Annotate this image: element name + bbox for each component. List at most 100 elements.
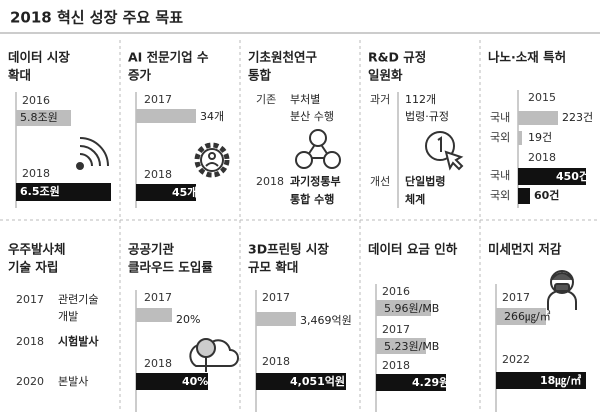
panel-title: 기초원천연구	[248, 50, 318, 65]
network-icon	[295, 129, 341, 169]
panel: 데이터 요금 인하 2016 5.96원/MB 2017 5.23원/MB 20…	[368, 242, 473, 412]
bar	[518, 168, 586, 185]
text: 법령·규정	[405, 110, 449, 123]
year: 2017	[144, 93, 172, 106]
bar	[136, 308, 172, 322]
bar	[136, 373, 208, 390]
year: 2018	[382, 359, 410, 372]
panel-title: 나노·소재 특허	[488, 50, 566, 65]
bar	[376, 338, 426, 354]
year: 2017	[382, 323, 410, 336]
text: 단일법령	[405, 174, 445, 188]
year: 2017	[144, 291, 172, 304]
bar	[16, 110, 71, 126]
panel-title: 클라우드 도입률	[128, 260, 213, 275]
bar	[376, 374, 446, 391]
label: 국외	[490, 189, 510, 202]
label: 개선	[370, 175, 390, 188]
panel-title: 일원화	[368, 68, 403, 83]
year: 2018	[22, 167, 50, 180]
bar	[518, 111, 558, 125]
panel: 나노·소재 특허 2015 국내 223건 국외 19건 2018 국내 450…	[488, 50, 593, 208]
panel-title: 기술 자립	[8, 260, 58, 275]
value: 34개	[200, 110, 224, 123]
text: 개발	[58, 310, 78, 323]
person-icon	[547, 270, 577, 310]
gear-icon	[194, 142, 230, 178]
panel-title: 공공기관	[128, 242, 175, 257]
bar	[376, 300, 431, 316]
label: 국내	[490, 169, 510, 182]
label: 국내	[490, 111, 510, 124]
value: 4,051억원	[290, 374, 345, 388]
value: 45개	[172, 185, 197, 199]
panel: R&D 규정 일원화 과거 112개 법령·규정 개선 단일법령 체계	[368, 50, 464, 208]
bar	[496, 372, 586, 389]
panel-title: R&D 규정	[368, 50, 426, 65]
value: 3,469억원	[300, 314, 352, 327]
text: 시험발사	[58, 334, 99, 348]
panel-title: 확대	[8, 68, 31, 83]
year: 2018	[256, 175, 284, 188]
text: 부처별	[290, 93, 320, 106]
panel-title: 3D프린팅 시장	[248, 242, 329, 257]
value: 40%	[182, 375, 208, 388]
value: 5.8조원	[20, 111, 58, 124]
year: 2017	[16, 293, 44, 306]
value: 5.96원/MB	[384, 302, 439, 315]
panel: 데이터 시장 확대 2016 5.8조원 2018 6.5조원	[8, 50, 111, 208]
year: 2016	[22, 94, 50, 107]
year: 2017	[502, 291, 530, 304]
text: 분산 수행	[290, 110, 334, 123]
year: 2018	[262, 355, 290, 368]
cloud-icon	[189, 338, 239, 372]
value: 20%	[176, 313, 200, 326]
panel: AI 전문기업 수 증가 2017 34개 2018 45개	[128, 50, 230, 208]
text: 체계	[405, 192, 425, 206]
value: 6.5조원	[20, 184, 60, 198]
panel: 공공기관 클라우드 도입률 2017 20% 2018 40%	[128, 242, 239, 412]
year: 2020	[16, 375, 44, 388]
bar	[256, 312, 296, 326]
panel: 미세먼지 저감 2017 266㎍/㎥ 2022 18㎍/㎥	[488, 242, 586, 412]
panel-title: 우주발사체	[8, 242, 66, 257]
year: 2018	[144, 168, 172, 181]
bar	[518, 188, 530, 204]
bar	[16, 183, 111, 201]
panel-title: AI 전문기업 수	[128, 50, 209, 65]
text: 통합 수행	[290, 192, 334, 206]
bar	[256, 373, 346, 390]
value: 19건	[528, 131, 552, 144]
text: 관련기술	[58, 293, 98, 306]
panel-title: 데이터 시장	[8, 50, 70, 65]
value: 223건	[562, 111, 593, 124]
bar	[136, 109, 196, 123]
panel-title: 규모 확대	[248, 260, 298, 275]
value: 60건	[534, 188, 559, 202]
panel-title: 증가	[128, 68, 152, 83]
panel-title: 통합	[248, 68, 272, 83]
year: 2018	[528, 151, 556, 164]
bar	[136, 184, 196, 201]
bar	[518, 131, 522, 145]
year: 2022	[502, 353, 530, 366]
year: 2018	[16, 335, 44, 348]
text: 과기정통부	[290, 174, 341, 188]
panel: 3D프린팅 시장 규모 확대 2017 3,469억원 2018 4,051억원	[248, 242, 352, 412]
dividers	[0, 40, 600, 412]
value: 5.23원/MB	[384, 340, 439, 353]
value: 18㎍/㎥	[540, 373, 581, 388]
click-icon	[425, 131, 464, 171]
page-title: 2018 혁신 성장 주요 목표	[10, 9, 183, 27]
text: 본발사	[58, 375, 88, 388]
value: 450건	[556, 169, 589, 183]
panel-title: 데이터 요금 인하	[368, 242, 458, 257]
year: 2017	[262, 291, 290, 304]
year: 2015	[528, 91, 556, 104]
year: 2016	[382, 285, 410, 298]
label: 국외	[490, 131, 510, 144]
year: 2018	[144, 357, 172, 370]
value: 266㎍/㎥	[504, 310, 551, 323]
text: 112개	[405, 93, 436, 106]
